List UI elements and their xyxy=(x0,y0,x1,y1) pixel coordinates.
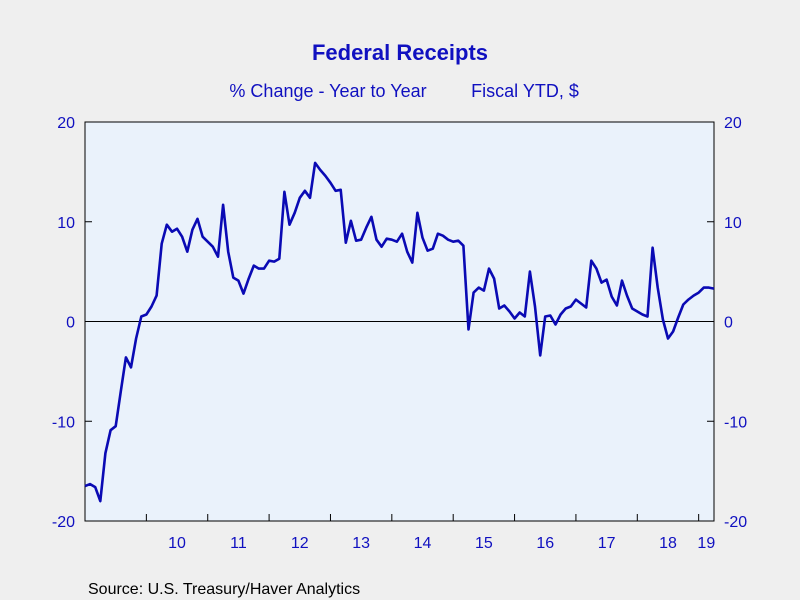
chart-subtitle-left: % Change - Year to Year xyxy=(229,81,426,101)
y-tick-label-right: 20 xyxy=(724,115,742,132)
x-tick-label: 12 xyxy=(291,535,309,552)
y-tick-label-right: -20 xyxy=(724,514,747,531)
y-tick-label-left: 0 xyxy=(66,315,75,332)
x-tick-label: 16 xyxy=(536,535,554,552)
chart-title: Federal Receipts xyxy=(312,40,488,65)
x-tick-label: 15 xyxy=(475,535,493,552)
x-tick-label: 18 xyxy=(659,535,677,552)
source-note: Source: U.S. Treasury/Haver Analytics xyxy=(88,581,360,598)
y-tick-label-right: -10 xyxy=(724,414,747,431)
chart-subtitle-right: Fiscal YTD, $ xyxy=(471,81,579,101)
series-line xyxy=(84,161,715,503)
x-tick-label: 17 xyxy=(598,535,616,552)
y-tick-label-left: 20 xyxy=(57,115,75,132)
y-axis-right: 20 10 0 -10 -20 xyxy=(707,115,747,531)
x-tick-label: 19 xyxy=(697,535,715,552)
x-axis: 10 11 12 13 14 15 16 17 18 19 xyxy=(145,514,715,552)
y-tick-label-left: -20 xyxy=(52,514,75,531)
x-tick-label: 10 xyxy=(168,535,186,552)
y-tick-label-left: 10 xyxy=(57,215,75,232)
y-tick-label-right: 0 xyxy=(724,315,733,332)
y-axis-left: 20 10 0 -10 -20 xyxy=(52,115,92,531)
y-tick-label-left: -10 xyxy=(52,414,75,431)
x-tick-label: 13 xyxy=(352,535,370,552)
x-tick-label: 11 xyxy=(230,535,247,552)
y-tick-label-right: 10 xyxy=(724,215,742,232)
x-tick-label: 14 xyxy=(414,535,432,552)
